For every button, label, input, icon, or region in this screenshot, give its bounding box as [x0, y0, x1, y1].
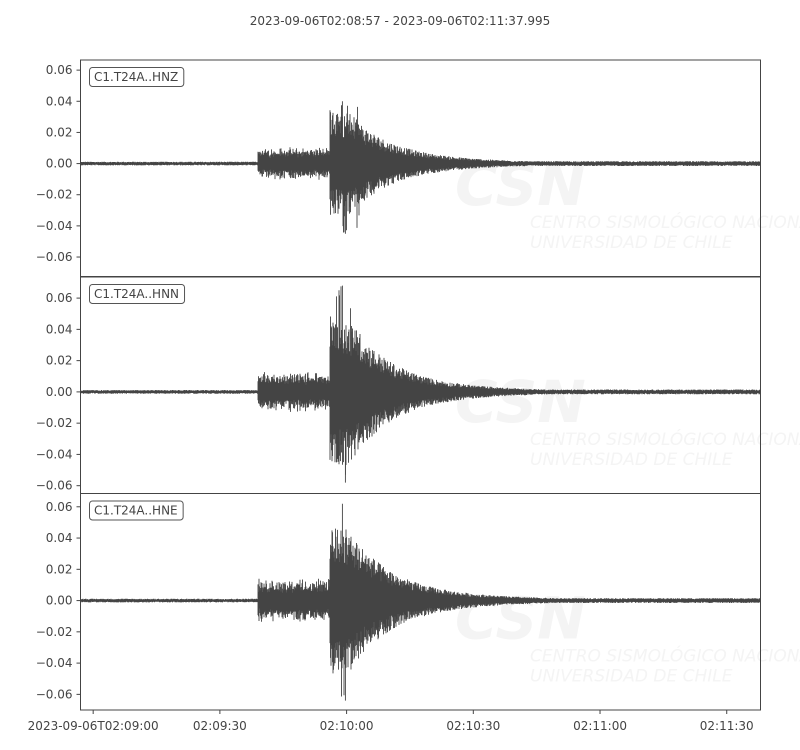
y-tick-label: 0.00: [46, 594, 73, 608]
x-tick-label: 02:09:30: [193, 719, 247, 733]
trace-label-text: C1.T24A..HNE: [94, 504, 178, 518]
y-tick-label: 0.06: [46, 63, 73, 77]
trace-label: C1.T24A..HNZ: [89, 67, 185, 87]
y-tick-label: 0.04: [46, 531, 73, 545]
svg-text:CENTRO SISMOLÓGICO NACIONAL: CENTRO SISMOLÓGICO NACIONAL: [530, 645, 800, 667]
y-tick-label: 0.04: [46, 322, 73, 336]
y-tick-label: −0.02: [36, 625, 73, 639]
y-tick-label: −0.04: [36, 447, 73, 461]
svg-text:UNIVERSIDAD DE CHILE: UNIVERSIDAD DE CHILE: [530, 667, 733, 687]
y-tick-label: 0.04: [46, 94, 73, 108]
y-tick-label: −0.06: [36, 479, 73, 493]
svg-text:UNIVERSIDAD DE CHILE: UNIVERSIDAD DE CHILE: [530, 450, 733, 470]
y-tick-label: 0.02: [46, 562, 73, 576]
trace-label-box: [89, 500, 184, 521]
x-tick-label: 2023-09-06T02:09:00: [28, 719, 159, 733]
y-tick-label: 0.06: [46, 291, 73, 305]
x-axis: 2023-09-06T02:09:00 02:09:30 02:10:00 02:10…: [28, 710, 754, 733]
y-tick-label: −0.06: [36, 250, 73, 264]
svg-text:CSN: CSN: [455, 368, 586, 436]
svg-text:CENTRO SISMOLÓGICO NACIONAL: CENTRO SISMOLÓGICO NACIONAL: [530, 211, 800, 233]
y-tick-label: 0.00: [46, 385, 73, 399]
y-tick-label: −0.04: [36, 656, 73, 670]
svg-text:CENTRO SISMOLÓGICO NACIONAL: CENTRO SISMOLÓGICO NACIONAL: [530, 428, 800, 450]
y-tick-label: −0.02: [36, 188, 73, 202]
svg-text:CSN: CSN: [455, 585, 586, 653]
y-tick-label: 0.02: [46, 125, 73, 139]
trace-label-text: C1.T24A..HNN: [94, 287, 179, 301]
trace-label-box: [89, 284, 186, 304]
y-tick-label: −0.04: [36, 219, 73, 233]
trace-label-box: [89, 67, 185, 87]
trace-label-text: C1.T24A..HNZ: [94, 70, 178, 84]
x-tick-label: 02:11:30: [700, 719, 754, 733]
y-tick-label: 0.06: [46, 500, 73, 514]
x-tick-label: 02:11:00: [573, 719, 627, 733]
chart-title: 2023-09-06T02:08:57 - 2023-09-06T02:11:3…: [250, 14, 551, 28]
panel-frame: [80, 493, 761, 711]
y-tick-label: 0.00: [46, 157, 73, 171]
svg-text:UNIVERSIDAD DE CHILE: UNIVERSIDAD DE CHILE: [530, 233, 733, 253]
x-tick-label: 02:10:00: [320, 719, 374, 733]
x-tick-label: 02:10:30: [446, 719, 500, 733]
trace-label: C1.T24A..HNE: [89, 500, 184, 521]
y-tick-label: 0.02: [46, 354, 73, 368]
trace-label: C1.T24A..HNN: [89, 284, 186, 304]
y-tick-label: −0.02: [36, 416, 73, 430]
y-tick-label: −0.06: [36, 687, 73, 701]
